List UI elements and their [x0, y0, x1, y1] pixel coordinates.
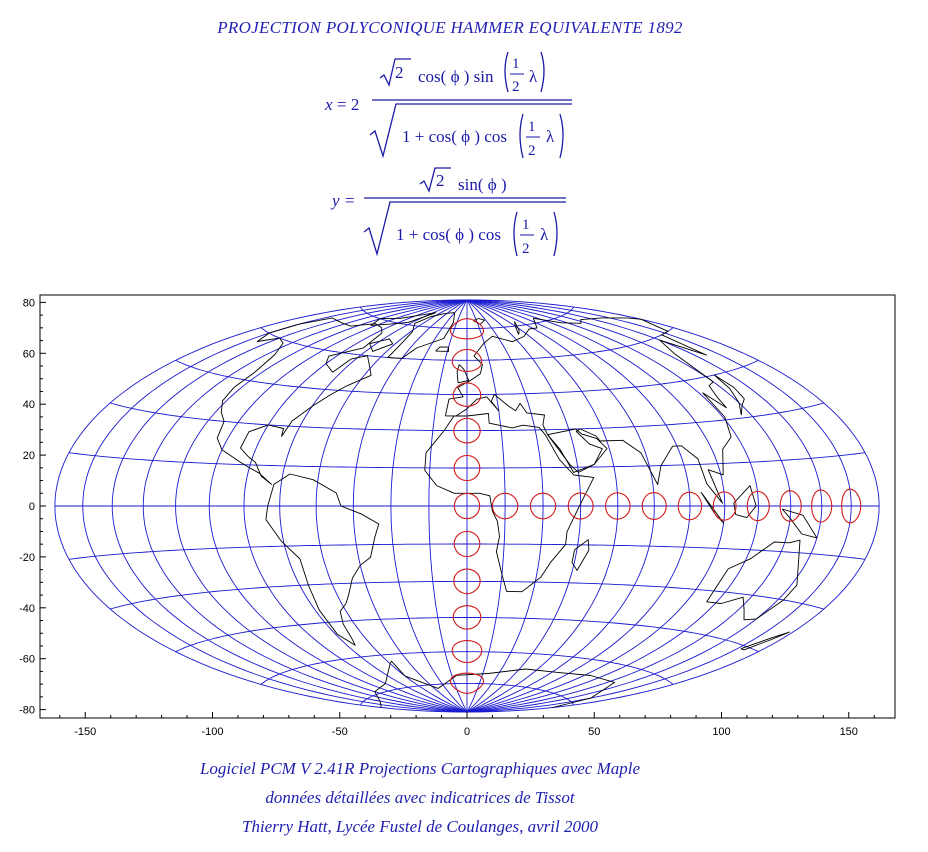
parallel-line [359, 682, 575, 706]
svg-text:1: 1 [512, 56, 520, 72]
coastline [435, 346, 450, 352]
parallel-line [260, 327, 674, 361]
parallel-line [175, 359, 759, 395]
coastline [456, 364, 470, 384]
parallel-line [260, 651, 674, 685]
svg-text:λ: λ [529, 67, 538, 86]
parallel-line [68, 543, 866, 560]
tissot-ellipse [491, 492, 519, 520]
y-tick-label: 20 [23, 450, 35, 462]
x-formula-lhs: x [324, 95, 333, 114]
parallel-line [109, 580, 825, 610]
footer-line-2: données détaillées avec indicatrices de … [265, 788, 575, 807]
tissot-ellipse [453, 568, 481, 595]
tissot-ellipse [449, 318, 485, 340]
coastline [424, 413, 595, 593]
tissot-ellipse [811, 489, 833, 523]
coastline [374, 660, 616, 708]
coastline [514, 321, 520, 335]
y-formula-lhs: y [330, 191, 340, 210]
tissot-ellipse [604, 492, 631, 520]
coastline [571, 539, 590, 571]
x-tick-label: -50 [332, 726, 348, 738]
footer-line-1: Logiciel PCM V 2.41R Projections Cartogr… [199, 759, 641, 778]
tissot-ellipse [451, 640, 483, 664]
tissot-ellipse [529, 492, 557, 520]
coastline [216, 317, 383, 485]
coastline [387, 312, 456, 359]
y-tick-label: 40 [23, 399, 35, 411]
coastline [444, 317, 732, 504]
svg-text:1: 1 [528, 119, 536, 135]
x-tick-label: 50 [588, 726, 600, 738]
svg-text:1: 1 [522, 217, 530, 233]
projection-formula: x = 2 2 cos( ϕ ) sin 1 2 λ 1 + cos( ϕ ) … [324, 51, 572, 257]
tissot-ellipse [746, 490, 770, 522]
axes: -150 -100 -50 0 50 100 150 80 60 40 20 0 -20 -40 -60 -8… [19, 294, 896, 738]
plot-frame [39, 294, 896, 719]
y-formula-eq: = [345, 191, 355, 210]
coastline [706, 539, 801, 621]
svg-text:2: 2 [395, 63, 404, 82]
y-tick-label: -80 [19, 705, 35, 717]
tissot-ellipse [452, 605, 482, 630]
tissot-ellipse [451, 348, 483, 372]
y-tick-label: 60 [23, 348, 35, 360]
tissot-ellipse [453, 454, 481, 482]
map-title: PROJECTION POLYCONIQUE HAMMER EQUIVALENT… [217, 18, 683, 37]
svg-text:1 + cos( ϕ ) cos: 1 + cos( ϕ ) cos [396, 225, 501, 244]
coastline [369, 338, 394, 352]
svg-text:λ: λ [546, 127, 555, 146]
svg-text:2: 2 [512, 79, 520, 95]
footer-line-3: Thierry Hatt, Lycée Fustel de Coulanges,… [242, 817, 598, 836]
tissot-indicatrices [449, 318, 862, 694]
tissot-ellipse [712, 491, 737, 521]
tissot-ellipse [449, 672, 485, 694]
y-tick-label: -40 [19, 603, 35, 615]
tissot-ellipse [677, 491, 703, 521]
coastlines [216, 312, 818, 708]
x-tick-label: 0 [464, 726, 470, 738]
tissot-ellipse [453, 417, 481, 444]
svg-text:sin( ϕ ): sin( ϕ ) [458, 175, 507, 194]
svg-text:2: 2 [522, 241, 530, 257]
tissot-ellipse [779, 490, 802, 522]
tissot-ellipse [452, 382, 482, 407]
tissot-ellipse [453, 530, 481, 558]
parallel-line [175, 617, 759, 653]
tissot-ellipse [567, 492, 594, 520]
x-formula-eq: = 2 [337, 95, 359, 114]
y-tick-label: 0 [29, 501, 35, 513]
tissot-ellipse [841, 488, 862, 524]
svg-text:λ: λ [540, 225, 549, 244]
coastline [370, 312, 437, 326]
tissot-ellipse [641, 492, 667, 520]
y-tick-label: -20 [19, 552, 35, 564]
svg-text:1 + cos( ϕ ) cos: 1 + cos( ϕ ) cos [402, 127, 507, 146]
svg-text:2: 2 [528, 143, 536, 159]
parallel-line [68, 452, 866, 469]
svg-text:2: 2 [436, 171, 445, 190]
map-plot: -150 -100 -50 0 50 100 150 80 60 40 20 0 -20 -40 -60 -8… [19, 294, 896, 738]
x-tick-label: -150 [74, 726, 96, 738]
tissot-ellipse [453, 492, 481, 520]
x-tick-label: 100 [712, 726, 730, 738]
svg-text:cos( ϕ ) sin: cos( ϕ ) sin [418, 67, 494, 86]
coastline [547, 428, 608, 473]
coastline [265, 473, 380, 646]
coastline [740, 631, 790, 651]
y-tick-label: 80 [23, 297, 35, 309]
graticule [54, 299, 880, 713]
coastline [733, 485, 757, 519]
y-tick-label: -60 [19, 654, 35, 666]
x-tick-label: 150 [840, 726, 858, 738]
x-tick-label: -100 [201, 726, 223, 738]
parallel-line [109, 402, 825, 432]
coastline [713, 374, 745, 416]
